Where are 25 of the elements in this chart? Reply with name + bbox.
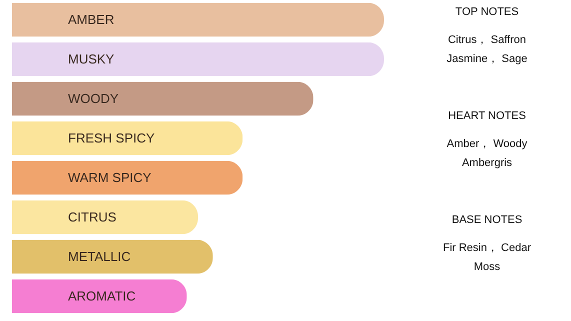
bar bbox=[12, 82, 314, 116]
text: Amber， Woody bbox=[446, 138, 528, 150]
text: HEART NOTES bbox=[448, 110, 526, 122]
text: BASE NOTES bbox=[452, 214, 522, 226]
bar bbox=[12, 279, 187, 314]
y-tick-label: MUSKY bbox=[68, 51, 115, 66]
text: Citrus， Saffron bbox=[448, 34, 526, 46]
bar bbox=[12, 42, 384, 76]
text: Fir Resin， Cedar bbox=[442, 242, 532, 254]
y-tick-label: FRESH SPICY bbox=[68, 130, 156, 146]
bar bbox=[12, 2, 384, 37]
bar bbox=[12, 160, 243, 195]
bar bbox=[12, 240, 213, 274]
y-tick-label: METALLIC bbox=[68, 248, 131, 264]
text: Moss bbox=[474, 261, 501, 273]
bar bbox=[12, 200, 198, 234]
y-tick-label: CITRUS bbox=[68, 209, 117, 224]
bar bbox=[12, 121, 243, 156]
y-tick-label: WOODY bbox=[68, 90, 119, 106]
text: Ambergris bbox=[462, 157, 513, 169]
y-tick-label: WARM SPICY bbox=[68, 170, 152, 185]
text: Jasmine， Sage bbox=[446, 53, 528, 65]
y-tick-label: AMBER bbox=[68, 12, 114, 27]
y-tick-label: AROMATIC bbox=[68, 288, 136, 304]
text: TOP NOTES bbox=[455, 6, 519, 18]
